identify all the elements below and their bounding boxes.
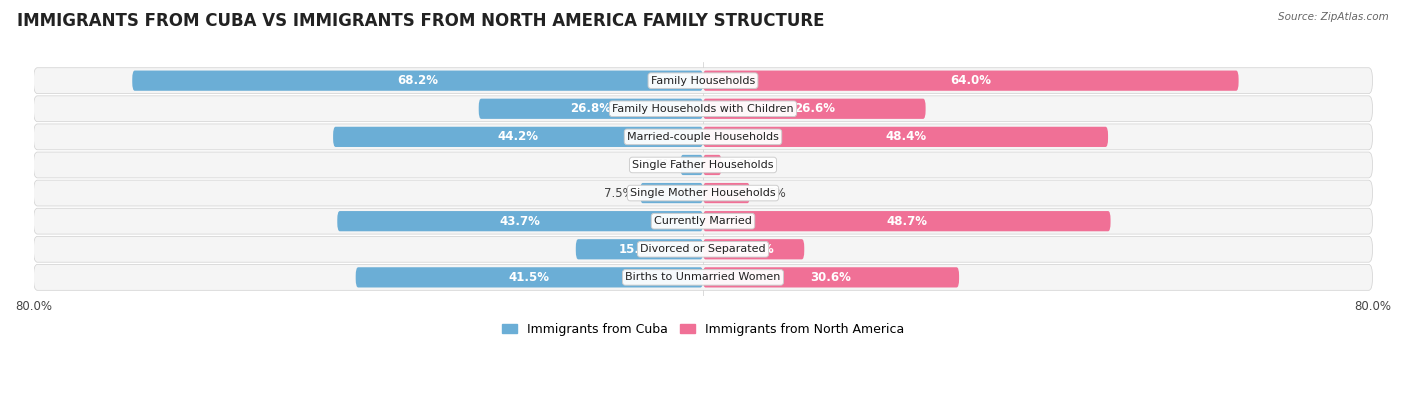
Text: 7.5%: 7.5% [603, 186, 634, 199]
FancyBboxPatch shape [34, 152, 1372, 178]
Legend: Immigrants from Cuba, Immigrants from North America: Immigrants from Cuba, Immigrants from No… [496, 318, 910, 341]
FancyBboxPatch shape [703, 155, 721, 175]
FancyBboxPatch shape [681, 155, 703, 175]
Text: Married-couple Households: Married-couple Households [627, 132, 779, 142]
Text: Family Households: Family Households [651, 76, 755, 86]
Text: 44.2%: 44.2% [498, 130, 538, 143]
Text: 64.0%: 64.0% [950, 74, 991, 87]
Text: 12.1%: 12.1% [734, 243, 775, 256]
FancyBboxPatch shape [703, 211, 1111, 231]
FancyBboxPatch shape [34, 264, 1372, 290]
FancyBboxPatch shape [703, 239, 804, 260]
Text: IMMIGRANTS FROM CUBA VS IMMIGRANTS FROM NORTH AMERICA FAMILY STRUCTURE: IMMIGRANTS FROM CUBA VS IMMIGRANTS FROM … [17, 12, 824, 30]
FancyBboxPatch shape [703, 267, 959, 288]
FancyBboxPatch shape [703, 183, 749, 203]
Text: 5.6%: 5.6% [756, 186, 786, 199]
Text: Single Mother Households: Single Mother Households [630, 188, 776, 198]
FancyBboxPatch shape [703, 99, 925, 119]
FancyBboxPatch shape [34, 180, 1372, 206]
FancyBboxPatch shape [34, 236, 1372, 262]
Text: Source: ZipAtlas.com: Source: ZipAtlas.com [1278, 12, 1389, 22]
Text: Single Father Households: Single Father Households [633, 160, 773, 170]
Text: 26.8%: 26.8% [571, 102, 612, 115]
Text: 2.7%: 2.7% [644, 158, 673, 171]
FancyBboxPatch shape [34, 96, 1372, 122]
Text: 43.7%: 43.7% [499, 214, 540, 228]
Text: 68.2%: 68.2% [396, 74, 439, 87]
Text: 48.7%: 48.7% [886, 214, 928, 228]
Text: Family Households with Children: Family Households with Children [612, 104, 794, 114]
FancyBboxPatch shape [333, 127, 703, 147]
FancyBboxPatch shape [703, 71, 1239, 91]
Text: Births to Unmarried Women: Births to Unmarried Women [626, 273, 780, 282]
Text: 48.4%: 48.4% [884, 130, 927, 143]
FancyBboxPatch shape [132, 71, 703, 91]
FancyBboxPatch shape [640, 183, 703, 203]
Text: Divorced or Separated: Divorced or Separated [640, 244, 766, 254]
Text: 15.2%: 15.2% [619, 243, 659, 256]
FancyBboxPatch shape [34, 124, 1372, 150]
Text: 41.5%: 41.5% [509, 271, 550, 284]
Text: Currently Married: Currently Married [654, 216, 752, 226]
FancyBboxPatch shape [576, 239, 703, 260]
FancyBboxPatch shape [356, 267, 703, 288]
FancyBboxPatch shape [34, 208, 1372, 234]
Text: 30.6%: 30.6% [811, 271, 852, 284]
Text: 2.2%: 2.2% [728, 158, 758, 171]
FancyBboxPatch shape [34, 68, 1372, 94]
FancyBboxPatch shape [478, 99, 703, 119]
Text: 26.6%: 26.6% [794, 102, 835, 115]
FancyBboxPatch shape [337, 211, 703, 231]
FancyBboxPatch shape [703, 127, 1108, 147]
